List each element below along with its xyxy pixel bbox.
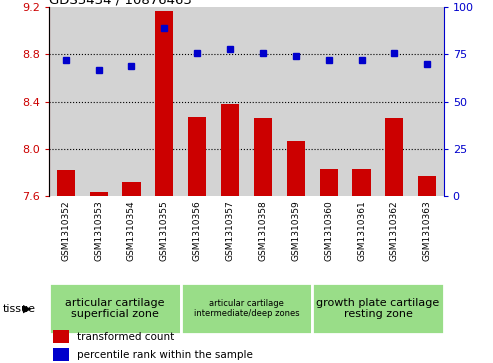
Bar: [287, 140, 305, 196]
Text: GSM1310353: GSM1310353: [94, 200, 103, 261]
Text: articular cartilage
intermediate/deep zones: articular cartilage intermediate/deep zo…: [194, 299, 299, 318]
Bar: [254, 118, 272, 196]
Text: GSM1310357: GSM1310357: [226, 200, 235, 261]
Bar: [312, 7, 345, 196]
Bar: [181, 7, 213, 196]
Bar: [188, 117, 206, 196]
Text: GSM1310360: GSM1310360: [324, 200, 333, 261]
Text: GSM1310358: GSM1310358: [258, 200, 267, 261]
Text: GSM1310362: GSM1310362: [390, 200, 399, 261]
Bar: [181, 283, 312, 334]
Bar: [115, 7, 148, 196]
Bar: [122, 182, 141, 196]
Bar: [155, 11, 174, 196]
Bar: [221, 104, 239, 196]
Bar: [312, 283, 444, 334]
Bar: [386, 118, 403, 196]
Bar: [49, 7, 82, 196]
Bar: [319, 169, 338, 196]
Text: GSM1310363: GSM1310363: [423, 200, 432, 261]
Bar: [352, 169, 371, 196]
Bar: [280, 7, 312, 196]
Bar: [53, 330, 69, 343]
Text: transformed count: transformed count: [77, 332, 174, 342]
Text: ▶: ▶: [23, 303, 31, 314]
Bar: [246, 7, 280, 196]
Text: GSM1310352: GSM1310352: [61, 200, 70, 261]
Text: GSM1310356: GSM1310356: [193, 200, 202, 261]
Bar: [411, 7, 444, 196]
Bar: [53, 348, 69, 361]
Text: GSM1310355: GSM1310355: [160, 200, 169, 261]
Bar: [148, 7, 181, 196]
Bar: [345, 7, 378, 196]
Bar: [213, 7, 246, 196]
Text: GSM1310361: GSM1310361: [357, 200, 366, 261]
Bar: [49, 283, 181, 334]
Text: GDS5434 / 10876463: GDS5434 / 10876463: [49, 0, 192, 6]
Bar: [57, 170, 75, 196]
Text: percentile rank within the sample: percentile rank within the sample: [77, 350, 253, 360]
Text: GSM1310359: GSM1310359: [291, 200, 300, 261]
Text: GSM1310354: GSM1310354: [127, 200, 136, 261]
Text: articular cartilage
superficial zone: articular cartilage superficial zone: [65, 298, 165, 319]
Bar: [90, 192, 107, 196]
Bar: [378, 7, 411, 196]
Text: tissue: tissue: [2, 303, 35, 314]
Bar: [82, 7, 115, 196]
Bar: [418, 176, 436, 196]
Text: growth plate cartilage
resting zone: growth plate cartilage resting zone: [317, 298, 440, 319]
